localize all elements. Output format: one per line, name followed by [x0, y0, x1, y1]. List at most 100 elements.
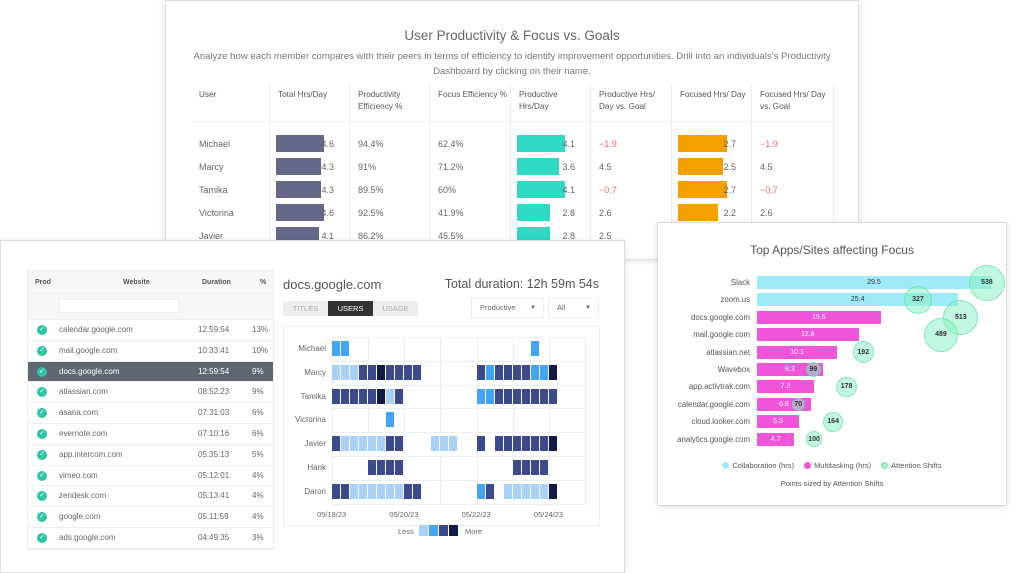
heatmap-cell[interactable] [539, 436, 549, 452]
col-header[interactable]: Focused Hrs/ Day vs. Goal [760, 90, 826, 111]
website-filter-input[interactable] [59, 299, 179, 313]
heatmap-cell[interactable] [377, 436, 387, 452]
col-pct[interactable]: % [260, 279, 267, 286]
col-duration[interactable]: Duration [202, 279, 231, 286]
heatmap-cell[interactable] [359, 388, 369, 404]
col-header[interactable]: Focused Hrs/ Day [680, 90, 746, 99]
heatmap-cell[interactable] [350, 364, 360, 380]
heatmap-cell[interactable] [377, 388, 387, 404]
heatmap-cell[interactable] [395, 483, 405, 499]
tab-users[interactable]: USERS [328, 301, 373, 316]
heatmap-cell[interactable] [368, 388, 378, 404]
heatmap-cell[interactable] [359, 436, 369, 452]
heatmap-cell[interactable] [395, 460, 405, 475]
attention-bubble[interactable]: 164 [823, 411, 844, 432]
heatmap-cell[interactable] [341, 436, 351, 452]
heatmap-cell[interactable] [494, 388, 504, 404]
heatmap-cell[interactable] [530, 483, 540, 499]
heatmap-cell[interactable] [494, 364, 504, 380]
heatmap-user-label[interactable]: Victorina [295, 415, 326, 425]
tab-usage[interactable]: USAGE [382, 304, 409, 313]
heatmap-cell[interactable] [449, 436, 459, 452]
heatmap-cell[interactable] [413, 364, 423, 380]
heatmap-cell[interactable] [548, 364, 558, 380]
heatmap-cell[interactable] [341, 364, 351, 380]
heatmap-cell[interactable] [530, 436, 540, 452]
heatmap-cell[interactable] [476, 483, 486, 499]
heatmap-cell[interactable] [476, 436, 486, 452]
heatmap-cell[interactable] [341, 388, 351, 404]
legend-attention[interactable]: Attention Shifts [881, 461, 942, 470]
heatmap-cell[interactable] [503, 364, 513, 380]
group-filter-dropdown[interactable]: All ▼ [548, 298, 599, 318]
heatmap-cell[interactable] [494, 436, 504, 452]
website-row[interactable]: ✓ atlassian.com 08:52:23 9% [28, 382, 273, 404]
heatmap-cell[interactable] [368, 436, 378, 452]
heatmap-cell[interactable] [368, 483, 378, 499]
heatmap-cell[interactable] [359, 483, 369, 499]
heatmap-cell[interactable] [377, 483, 387, 499]
heatmap-user-label[interactable]: Javier [304, 439, 326, 449]
heatmap-user-label[interactable]: Tamika [300, 391, 326, 401]
heatmap-cell[interactable] [521, 460, 531, 475]
heatmap-cell[interactable] [386, 483, 396, 499]
heatmap-cell[interactable] [539, 364, 549, 380]
heatmap-cell[interactable] [350, 436, 360, 452]
heatmap-cell[interactable] [341, 483, 351, 499]
website-row[interactable]: ✓ evernote.com 07:10:16 6% [28, 424, 273, 445]
heatmap-cell[interactable] [332, 341, 342, 356]
heatmap-user-label[interactable]: Marcy [304, 367, 326, 377]
col-prod[interactable]: Prod [35, 279, 51, 286]
heatmap-cell[interactable] [332, 388, 342, 404]
heatmap-cell[interactable] [512, 364, 522, 380]
heatmap-cell[interactable] [521, 436, 531, 452]
col-header[interactable]: Productivity Efficiency % [358, 90, 403, 111]
heatmap-cell[interactable] [386, 388, 396, 404]
user-name-link[interactable]: Michael [199, 139, 231, 149]
heatmap-cell[interactable] [359, 364, 369, 380]
heatmap-cell[interactable] [431, 436, 441, 452]
col-header[interactable]: Productive Hrs/ Day vs. Goal [599, 90, 655, 111]
attention-bubble[interactable]: 489 [923, 317, 959, 352]
heatmap-cell[interactable] [512, 436, 522, 452]
heatmap-cell[interactable] [530, 460, 540, 475]
col-header[interactable]: Productive Hrs/Day [519, 90, 558, 111]
website-row[interactable]: ✓ calendar.google.com 12:59:54 13% [28, 320, 273, 341]
bar-multitasking[interactable]: 5.3 [757, 415, 800, 429]
productivity-filter-dropdown[interactable]: Productive ▼ [471, 298, 544, 318]
heatmap-cell[interactable] [332, 436, 342, 452]
heatmap-cell[interactable] [530, 364, 540, 380]
heatmap-cell[interactable] [548, 483, 558, 499]
heatmap-cell[interactable] [332, 364, 342, 380]
heatmap-cell[interactable] [368, 460, 378, 475]
website-row[interactable]: ✓ app.intercom.com 05:35:13 5% [28, 445, 273, 466]
heatmap-cell[interactable] [440, 436, 450, 452]
attention-bubble[interactable]: 327 [903, 285, 932, 314]
website-row[interactable]: ✓ zendesk.com 05:13:41 4% [28, 486, 273, 508]
heatmap-cell[interactable] [512, 460, 522, 475]
heatmap-cell[interactable] [350, 388, 360, 404]
heatmap-cell[interactable] [539, 388, 549, 404]
col-header[interactable]: Focus Efficiency % [438, 90, 508, 99]
heatmap-cell[interactable] [377, 364, 387, 380]
heatmap-cell[interactable] [503, 388, 513, 404]
user-name-link[interactable]: Victorina [199, 208, 234, 218]
col-header[interactable]: User [199, 90, 217, 99]
legend-collaboration[interactable]: Collaboration (hrs) [722, 461, 794, 470]
bar-multitasking[interactable]: 15.6 [757, 310, 881, 324]
heatmap-cell[interactable] [386, 412, 396, 428]
bar-collaboration[interactable]: 29.5 [757, 276, 991, 289]
attention-bubble[interactable]: 538 [968, 264, 1005, 301]
heatmap-cell[interactable] [386, 436, 396, 452]
website-row[interactable]: ✓ asana.com 07:31:03 6% [28, 403, 273, 424]
bar-multitasking[interactable]: 4.7 [757, 432, 795, 446]
heatmap-cell[interactable] [368, 364, 378, 380]
user-name-link[interactable]: Javier [199, 231, 224, 241]
user-name-link[interactable]: Tamika [199, 185, 228, 195]
heatmap-user-label[interactable]: Hank [307, 463, 326, 472]
user-name-link[interactable]: Marcy [199, 162, 224, 172]
heatmap-cell[interactable] [341, 341, 351, 356]
bar-multitasking[interactable]: 10.1 [757, 345, 838, 359]
heatmap-cell[interactable] [530, 388, 540, 404]
bar-multitasking[interactable]: 7.2 [757, 380, 815, 394]
